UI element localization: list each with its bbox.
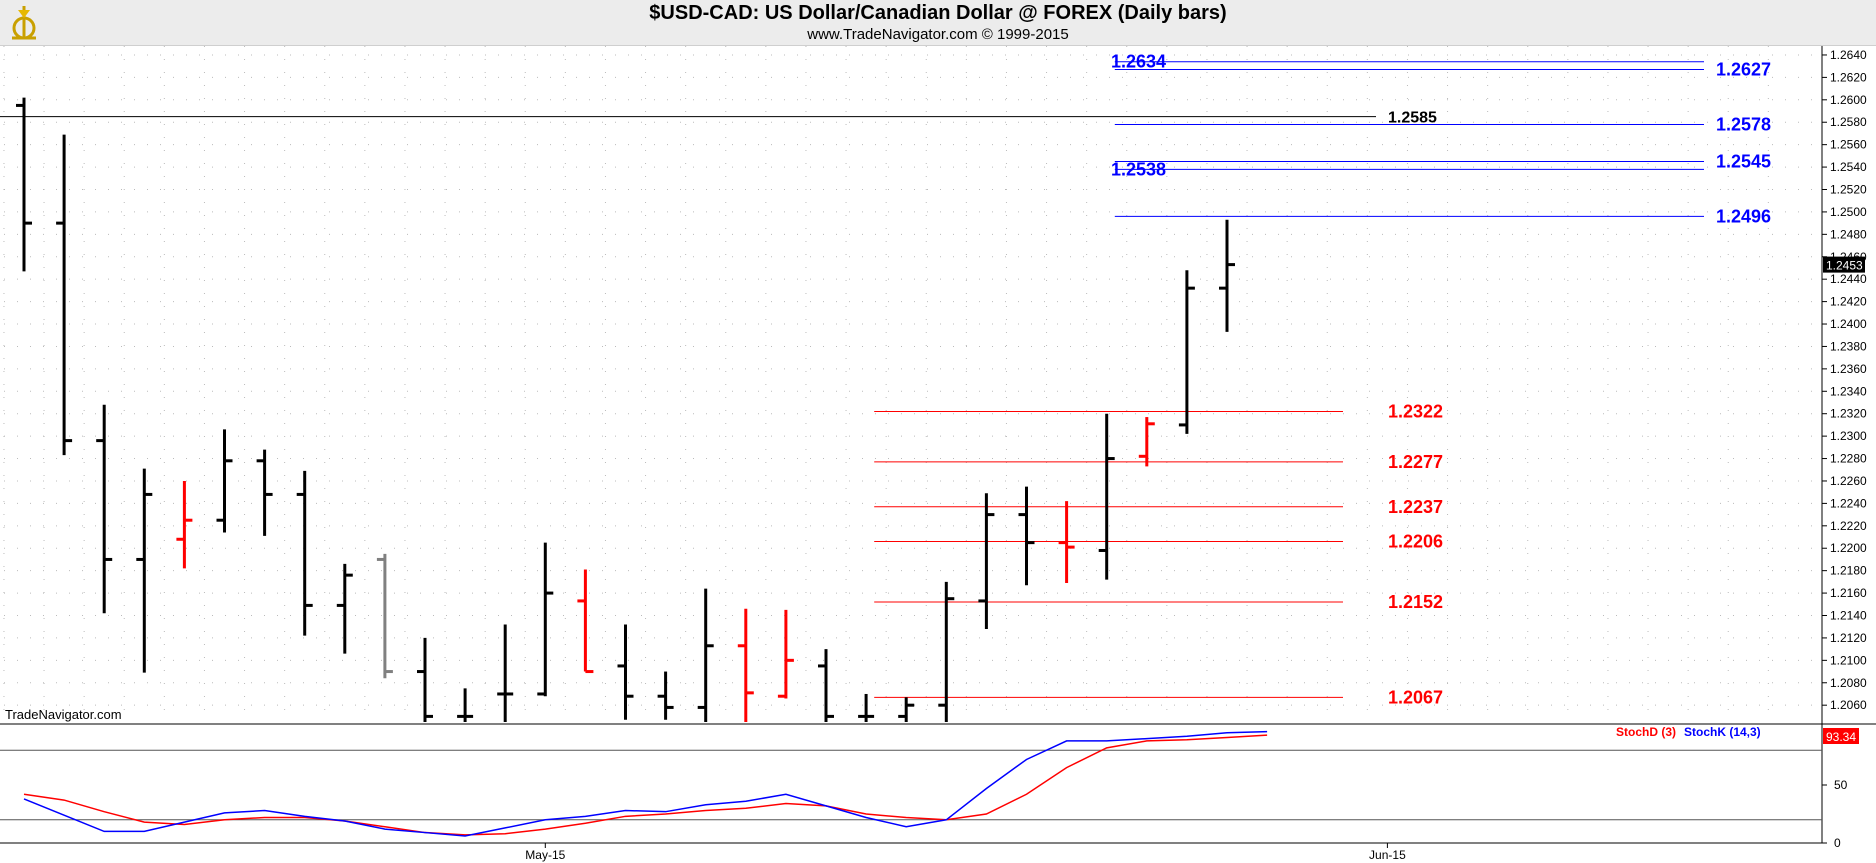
price-tick-label: 1.2480 (1830, 227, 1867, 241)
stoch-value-label: 93.34 (1826, 730, 1856, 744)
chart-header: $USD-CAD: US Dollar/Canadian Dollar @ FO… (0, 0, 1876, 46)
ohlc-bar (296, 470, 313, 636)
price-tick-label: 1.2640 (1830, 48, 1867, 62)
level-label: 1.2206 (1388, 532, 1443, 552)
price-tick-label: 1.2340 (1830, 384, 1867, 398)
time-tick-label: May-15 (525, 848, 565, 862)
level-label: 1.2152 (1388, 592, 1443, 612)
stoch-tick-label: 0 (1834, 836, 1841, 850)
ohlc-bar (1098, 413, 1115, 580)
level-label: 1.2627 (1716, 60, 1771, 80)
price-tick-label: 1.2420 (1830, 295, 1867, 309)
stoch-value-tag (1823, 728, 1859, 744)
ohlc-bar (617, 624, 634, 720)
price-tick-label: 1.2080 (1830, 676, 1867, 690)
ohlc-bar (136, 468, 153, 673)
ohlc-bar (497, 624, 514, 722)
price-tick-label: 1.2380 (1830, 339, 1867, 353)
ohlc-bar (96, 404, 113, 614)
ohlc-bar (697, 588, 714, 722)
price-tick-label: 1.2580 (1830, 115, 1867, 129)
price-tick-label: 1.2360 (1830, 362, 1867, 376)
price-tick-label: 1.2320 (1830, 407, 1867, 421)
ohlc-bar (978, 493, 995, 629)
level-label: 1.2538 (1111, 159, 1166, 179)
sextant-logo-icon (4, 2, 44, 42)
ohlc-bar (1219, 219, 1235, 332)
price-levels: 1.2634 1.2627 1.2585 1.2578 1.2545 1.2538 1.24… (0, 52, 1771, 707)
stochastic-panel: 50 0 StochD (3) StochK (14,3) 93.34 (0, 723, 1876, 850)
price-bars (16, 97, 1235, 722)
price-tick-label: 1.2120 (1830, 631, 1867, 645)
ohlc-bar (176, 480, 193, 569)
price-tick-label: 1.2540 (1830, 160, 1867, 174)
ohlc-bar (417, 637, 433, 722)
price-tick-label: 1.2620 (1830, 70, 1867, 84)
ohlc-bar (938, 581, 955, 722)
price-tick-label: 1.2300 (1830, 429, 1867, 443)
stoch-tick-label: 50 (1834, 778, 1848, 792)
ohlc-bar (737, 608, 754, 722)
legend-stochd: StochD (3) (1616, 725, 1676, 739)
price-tick-label: 1.2060 (1830, 698, 1867, 712)
ohlc-bar (1058, 501, 1075, 583)
price-tick-label: 1.2180 (1830, 564, 1867, 578)
price-tick-label: 1.2160 (1830, 586, 1867, 600)
price-tick-label: 1.2500 (1830, 205, 1867, 219)
ohlc-bar (858, 693, 875, 722)
level-label: 1.2067 (1388, 687, 1443, 707)
ohlc-bar (1178, 270, 1195, 434)
price-tick-label: 1.2140 (1830, 608, 1867, 622)
level-label: 1.2585 (1388, 110, 1437, 127)
level-label: 1.2322 (1388, 401, 1443, 421)
last-price-tag (1823, 256, 1865, 273)
price-grid (3, 46, 1822, 722)
price-tick-label: 1.2280 (1830, 452, 1867, 466)
ohlc-bar (56, 134, 73, 456)
legend-stochk: StochK (14,3) (1684, 725, 1761, 739)
chart-title: $USD-CAD: US Dollar/Canadian Dollar @ FO… (649, 2, 1227, 24)
ohlc-bar (818, 649, 834, 722)
price-tick-label: 1.2520 (1830, 182, 1867, 196)
time-tick-label: Jun-15 (1369, 848, 1406, 862)
ohlc-bar (537, 542, 554, 697)
ohlc-bar (898, 697, 915, 722)
ohlc-bar (1018, 486, 1035, 586)
ohlc-bar (657, 671, 674, 720)
price-tick-label: 1.2240 (1830, 496, 1867, 510)
price-tick-label: 1.2100 (1830, 653, 1867, 667)
level-label: 1.2545 (1716, 151, 1771, 171)
ohlc-bar (577, 569, 594, 674)
ohlc-bar (16, 97, 32, 272)
level-label: 1.2578 (1716, 114, 1771, 134)
price-tick-label: 1.2600 (1830, 93, 1867, 107)
price-tick-label: 1.2200 (1830, 541, 1867, 555)
ohlc-bar (216, 429, 233, 533)
ohlc-bar (256, 449, 273, 536)
price-tick-label: 1.2260 (1830, 474, 1867, 488)
price-tick-label: 1.2400 (1830, 317, 1867, 331)
ohlc-bar (376, 553, 393, 679)
ohlc-bar (336, 563, 353, 654)
stoch-series-line (23, 734, 1268, 836)
ohlc-bar (1138, 417, 1155, 467)
stoch-series-line (23, 730, 1268, 837)
level-label: 1.2277 (1388, 452, 1443, 472)
time-axis: May-15 Jun-15 (0, 842, 1822, 862)
ohlc-bar (777, 609, 794, 699)
level-label: 1.2634 (1111, 52, 1166, 72)
level-label: 1.2496 (1716, 206, 1771, 226)
ohlc-bar (457, 688, 474, 722)
price-axis: 1.2640 1.2620 1.2600 1.2580 1.2560 1.2540 1.25… (1821, 46, 1867, 843)
watermark: TradeNavigator.com (5, 707, 122, 722)
price-tick-label: 1.2440 (1830, 272, 1867, 286)
price-tick-label: 1.2220 (1830, 519, 1867, 533)
level-label: 1.2237 (1388, 497, 1443, 517)
price-tick-label: 1.2560 (1830, 138, 1867, 152)
chart-subtitle: www.TradeNavigator.com © 1999-2015 (807, 26, 1069, 43)
last-price-label: 1.2453 (1826, 259, 1863, 273)
